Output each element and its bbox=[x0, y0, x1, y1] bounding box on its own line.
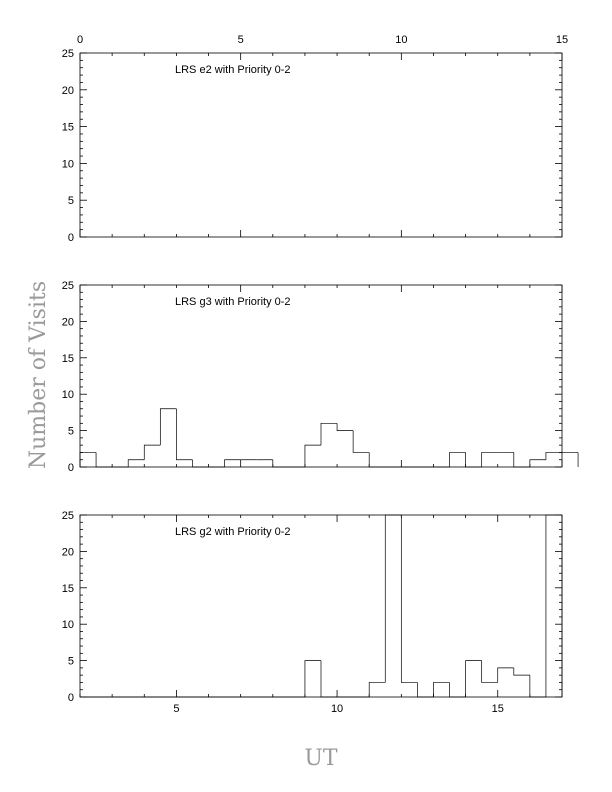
y-tick-label: 25 bbox=[62, 280, 74, 292]
histogram-bin bbox=[368, 452, 386, 468]
histogram-bin bbox=[159, 408, 177, 446]
histogram-bin bbox=[384, 514, 402, 683]
histogram-bin bbox=[127, 459, 145, 467]
histogram-bin bbox=[497, 667, 514, 683]
histogram-bin bbox=[304, 444, 321, 467]
panel-3: 0 5 10 15 20 25 5 10 15 LRS g2 with Priority 0-2 bbox=[62, 510, 563, 715]
histogram-bin bbox=[336, 423, 354, 431]
top-x-tick-label: 15 bbox=[556, 34, 568, 46]
y-tick-label: 15 bbox=[62, 122, 74, 134]
y-tick-label: 20 bbox=[62, 316, 74, 328]
histogram-bin bbox=[352, 430, 370, 453]
histogram-bin bbox=[545, 452, 562, 460]
y-tick-label: 25 bbox=[62, 48, 74, 60]
y-tick-label: 20 bbox=[62, 546, 74, 558]
y-tick-label: 0 bbox=[68, 462, 74, 474]
y-tick-label: 5 bbox=[68, 195, 74, 207]
histogram-bin bbox=[481, 452, 498, 467]
x-axis-label: UT bbox=[304, 746, 338, 771]
y-tick-label: 15 bbox=[62, 353, 74, 365]
histogram-bin bbox=[95, 452, 113, 468]
histogram-bin bbox=[449, 452, 466, 467]
x-tick-label: 5 bbox=[173, 703, 179, 715]
histogram-bin bbox=[400, 515, 418, 683]
histogram-bin bbox=[465, 660, 482, 697]
histogram-bin bbox=[368, 682, 386, 697]
y-tick-label: 0 bbox=[68, 232, 74, 244]
top-x-tick-label: 5 bbox=[238, 34, 244, 46]
y-axis-label: Number of Visits bbox=[26, 281, 51, 469]
panel-title: LRS g3 with Priority 0-2 bbox=[175, 296, 291, 308]
y-tick-label: 5 bbox=[68, 426, 74, 438]
histogram-bin bbox=[176, 408, 193, 461]
y-tick-label: 20 bbox=[62, 85, 74, 97]
histogram-bin bbox=[449, 682, 466, 698]
histogram-bin bbox=[529, 459, 546, 467]
histogram-bin bbox=[304, 660, 321, 697]
histogram-bin bbox=[465, 452, 482, 468]
histogram-bin bbox=[143, 444, 161, 460]
histogram-bin bbox=[433, 682, 450, 697]
top-x-tick-label: 10 bbox=[395, 34, 407, 46]
x-tick-label: 10 bbox=[331, 703, 343, 715]
panel-2: 0 5 10 15 20 25 LRS g3 with Priority 0-2 bbox=[62, 280, 579, 474]
y-tick-label: 10 bbox=[62, 389, 74, 401]
histogram-bin bbox=[513, 667, 530, 676]
y-tick-label: 25 bbox=[62, 510, 74, 522]
top-x-tick-label: 0 bbox=[77, 34, 83, 46]
y-tick-label: 15 bbox=[62, 583, 74, 595]
panel-frame bbox=[79, 52, 563, 238]
histogram-bin bbox=[545, 514, 562, 697]
y-tick-label: 10 bbox=[62, 158, 74, 170]
panel-frame bbox=[79, 284, 563, 468]
x-tick-label: 15 bbox=[492, 703, 504, 715]
y-tick-label: 0 bbox=[68, 692, 74, 704]
y-tick-label: 10 bbox=[62, 619, 74, 631]
histogram-bin bbox=[79, 452, 97, 467]
histogram-bin bbox=[513, 452, 530, 468]
histogram-bin bbox=[417, 682, 434, 698]
histogram-bin bbox=[224, 459, 241, 467]
histogram-bin bbox=[192, 459, 209, 468]
y-tick-label: 5 bbox=[68, 656, 74, 668]
panel-title: LRS g2 with Priority 0-2 bbox=[175, 526, 291, 538]
histogram-bin bbox=[320, 660, 338, 698]
panel-title: LRS e2 with Priority 0-2 bbox=[175, 64, 291, 76]
histogram-bin bbox=[272, 459, 289, 468]
histogram-bin bbox=[320, 422, 338, 446]
histogram-bin bbox=[481, 660, 498, 683]
histogram-bin bbox=[529, 675, 546, 698]
